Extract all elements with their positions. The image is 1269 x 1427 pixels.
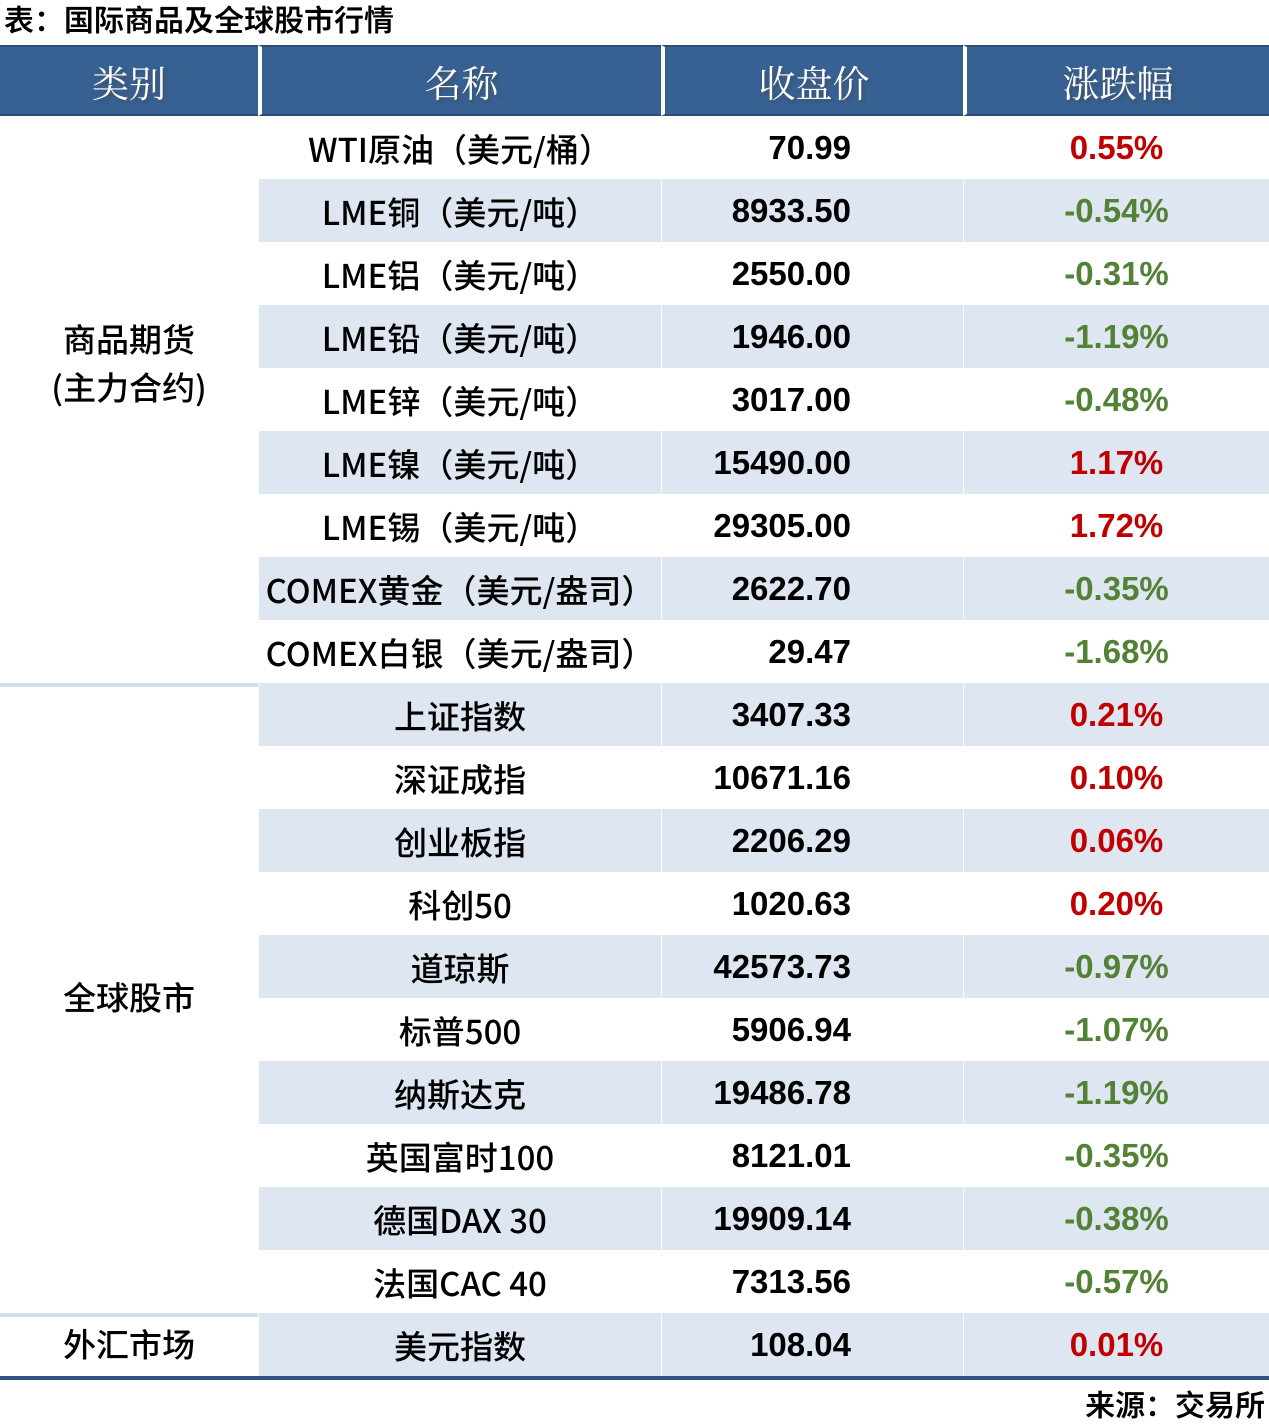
close-price-cell: 15490.00 — [661, 431, 963, 494]
column-header-category: 类别 — [0, 45, 258, 116]
source-note: 来源：交易所 — [1085, 1381, 1265, 1425]
instrument-name-cell: 标普500 — [258, 998, 661, 1061]
close-price-cell: 29.47 — [661, 620, 963, 683]
change-percent-cell: 0.01% — [963, 1313, 1269, 1376]
instrument-name-cell: 创业板指 — [258, 809, 661, 872]
category-cell: 全球股市 — [0, 683, 258, 1313]
close-price-cell: 70.99 — [661, 116, 963, 179]
change-percent-cell: 0.20% — [963, 872, 1269, 935]
instrument-name-cell: LME锡（美元/吨） — [258, 494, 661, 557]
instrument-name-cell: 上证指数 — [258, 683, 661, 746]
close-price-cell: 1020.63 — [661, 872, 963, 935]
column-header-change: 涨跌幅 — [963, 45, 1269, 116]
change-percent-cell: -0.38% — [963, 1187, 1269, 1250]
close-price-cell: 7313.56 — [661, 1250, 963, 1313]
close-price-cell: 8121.01 — [661, 1124, 963, 1187]
close-price-cell: 42573.73 — [661, 935, 963, 998]
category-label-line: 全球股市 — [63, 972, 195, 1020]
change-percent-cell: -0.97% — [963, 935, 1269, 998]
close-price-cell: 2206.29 — [661, 809, 963, 872]
change-percent-cell: -1.19% — [963, 305, 1269, 368]
change-percent-cell: 0.21% — [963, 683, 1269, 746]
instrument-name-cell: COMEX黄金（美元/盎司） — [258, 557, 661, 620]
close-price-cell: 3407.33 — [661, 683, 963, 746]
instrument-name-cell: 德国DAX 30 — [258, 1187, 661, 1250]
category-label-line: 商品期货 — [63, 313, 195, 362]
close-price-cell: 19909.14 — [661, 1187, 963, 1250]
change-percent-cell: -0.35% — [963, 1124, 1269, 1187]
category-label-line: 外汇市场 — [63, 1318, 195, 1367]
change-percent-cell: -0.57% — [963, 1250, 1269, 1313]
change-percent-cell: -1.19% — [963, 1061, 1269, 1124]
category-cell: 商品期货 (主力合约) — [0, 116, 258, 683]
change-percent-cell: -1.68% — [963, 620, 1269, 683]
close-price-cell: 29305.00 — [661, 494, 963, 557]
category-label: 商品期货 (主力合约) — [51, 314, 207, 410]
instrument-name-cell: WTI原油（美元/桶） — [258, 116, 661, 179]
change-percent-cell: 0.55% — [963, 116, 1269, 179]
instrument-name-cell: COMEX白银（美元/盎司） — [258, 620, 661, 683]
change-percent-cell: -0.35% — [963, 557, 1269, 620]
category-label-line: (主力合约) — [51, 361, 207, 410]
category-cell: 外汇市场 — [0, 1313, 258, 1376]
instrument-name-cell: 纳斯达克 — [258, 1061, 661, 1124]
close-price-cell: 5906.94 — [661, 998, 963, 1061]
close-price-cell: 8933.50 — [661, 179, 963, 242]
instrument-name-cell: LME锌（美元/吨） — [258, 368, 661, 431]
change-percent-cell: 1.72% — [963, 494, 1269, 557]
instrument-name-cell: 英国富时100 — [258, 1124, 661, 1187]
category-label: 全球股市 — [63, 972, 195, 1020]
close-price-cell: 10671.16 — [661, 746, 963, 809]
column-header-close: 收盘价 — [661, 45, 963, 116]
instrument-name-cell: LME铝（美元/吨） — [258, 242, 661, 305]
table-caption: 表：国际商品及全球股市行情 — [4, 0, 394, 40]
change-percent-cell: -0.48% — [963, 368, 1269, 431]
market-table: 类别 名称 收盘价 涨跌幅 商品期货 (主力合约) WTI原油（美元/桶） 70.99… — [0, 45, 1269, 1380]
close-price-cell: 2622.70 — [661, 557, 963, 620]
instrument-name-cell: LME镍（美元/吨） — [258, 431, 661, 494]
close-price-cell: 19486.78 — [661, 1061, 963, 1124]
change-percent-cell: -0.54% — [963, 179, 1269, 242]
close-price-cell: 2550.00 — [661, 242, 963, 305]
change-percent-cell: 0.10% — [963, 746, 1269, 809]
close-price-cell: 108.04 — [661, 1313, 963, 1376]
close-price-cell: 1946.00 — [661, 305, 963, 368]
change-percent-cell: -1.07% — [963, 998, 1269, 1061]
change-percent-cell: 1.17% — [963, 431, 1269, 494]
instrument-name-cell: 法国CAC 40 — [258, 1250, 661, 1313]
instrument-name-cell: 道琼斯 — [258, 935, 661, 998]
instrument-name-cell: LME铅（美元/吨） — [258, 305, 661, 368]
instrument-name-cell: LME铜（美元/吨） — [258, 179, 661, 242]
change-percent-cell: -0.31% — [963, 242, 1269, 305]
close-price-cell: 3017.00 — [661, 368, 963, 431]
category-label: 外汇市场 — [63, 1319, 195, 1367]
column-header-name: 名称 — [258, 45, 661, 116]
instrument-name-cell: 美元指数 — [258, 1313, 661, 1376]
instrument-name-cell: 科创50 — [258, 872, 661, 935]
change-percent-cell: 0.06% — [963, 809, 1269, 872]
instrument-name-cell: 深证成指 — [258, 746, 661, 809]
